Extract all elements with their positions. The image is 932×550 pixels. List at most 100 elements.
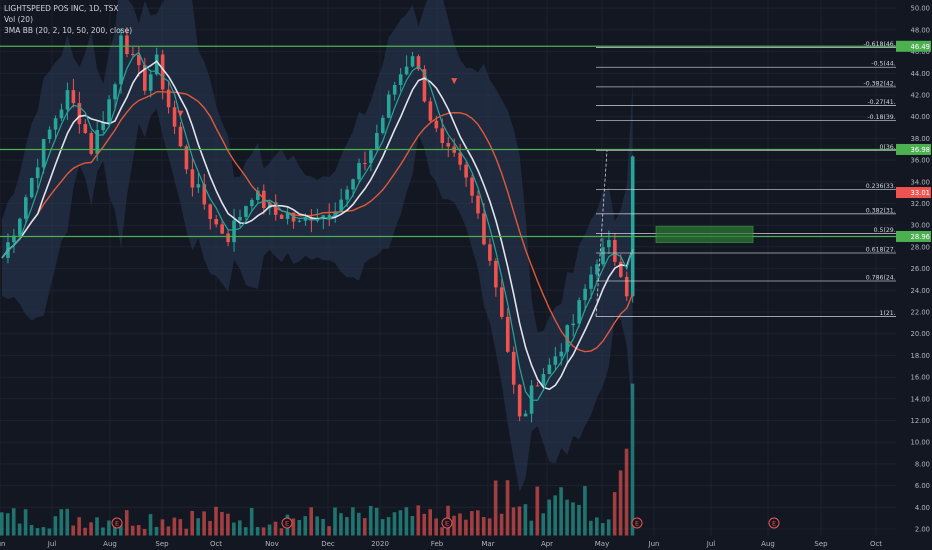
symbol-title[interactable]: LIGHTSPEED POS INC, 1D, TSX [4,4,119,13]
volume-indicator-label[interactable]: Vol (20) [4,15,34,24]
level-price-tag: 36.98 [911,146,930,154]
volume-bar [547,499,551,536]
level-price-tag-bg [896,230,931,242]
fib-level-label: -0.618(46.37) [864,41,907,48]
candle-body [517,384,522,417]
volume-bar [154,526,159,536]
time-tick-label: Dec [321,540,335,548]
candle-body [190,169,195,188]
time-tick-label: Oct [210,540,222,548]
candle-body [154,54,159,75]
price-axis[interactable]: 50.00 48.00 46.00 44.00 42.00 40.00 38.00 36.00… [896,0,932,536]
volume-bar [422,513,427,536]
volume-bar [368,505,373,536]
candle-body [131,53,135,55]
time-tick-label: May [595,540,609,548]
price-tick-label: 40.00 [911,113,930,121]
candle-body [220,224,224,234]
candle-body [535,385,540,387]
sell-arrow-icon [451,78,458,85]
fib-level-label: -0.18(39.66) [867,114,906,121]
fib-level-label: -0.27(41.04) [867,99,906,106]
candle-body [77,103,82,125]
volume-bar [220,511,224,536]
volume-bar [499,513,504,536]
volume-bar [232,522,236,536]
candle-body [24,197,28,219]
volume-bar [35,528,40,536]
bollinger-band-fill [2,0,633,492]
candle-body [119,35,123,85]
time-axis[interactable]: Jun Jul Aug Sep Oct Nov Dec 2020 Feb Mar Apr May Jun… [0,536,932,550]
candle-body [416,56,421,70]
candle-body [446,143,451,147]
candle-body [160,54,165,90]
candle-body [595,264,599,275]
target-zone[interactable] [655,225,754,243]
candle-body [624,276,629,297]
candle-body [381,117,385,134]
price-axis-bg [896,0,932,536]
candle-body [297,220,302,222]
candle-body [83,124,88,134]
candle-body [392,85,397,95]
volume-bar [29,524,34,536]
candle-body [583,288,587,301]
volume-bar [321,518,325,536]
fib-level-label: 0.236(33.29) [866,183,906,190]
volume-bar [392,512,397,536]
level-price-tag-bg [896,143,931,155]
candle-body [547,364,552,375]
price-tick-label: 34.00 [911,178,930,186]
volume-bar [190,510,194,536]
volume-bar [386,517,391,536]
candle-body [345,189,349,200]
signal-markers [177,78,458,220]
candle-body [363,163,367,165]
price-tick-label: 2.00 [915,526,930,534]
candle-body [375,133,379,151]
candle-body [428,101,433,121]
volume-bar [327,526,331,536]
ma-mid-line [1,60,634,391]
candle-body [309,217,314,221]
price-tick-label: 16.00 [911,374,930,382]
volume-bar [481,517,486,536]
candle-body [351,179,355,190]
candle-body [339,199,343,212]
candle-body [613,240,617,262]
candle-body [321,215,326,220]
volume-bar [291,518,296,536]
volume-bar [577,504,581,536]
candle-body [267,202,272,209]
candle-body [523,413,528,417]
volume-bar [345,517,349,536]
volume-bar [374,507,379,536]
last-price-tag: 33.01 [911,189,930,197]
volume-bar [238,520,242,536]
candle-body [172,107,177,127]
candle-body [148,74,153,91]
volume-bar [71,525,75,536]
volume-bar [470,511,474,536]
candle-body [65,90,70,110]
volume-bar [160,519,165,536]
moving-averages [1,51,634,401]
earnings-icon [768,517,780,529]
volume-bar [553,495,557,536]
volume-bar [208,520,212,536]
fib-level-label: 0.618(27.44) [866,246,906,253]
bb-indicator-label[interactable]: 3MA BB (20, 2, 10, 50, 200, close) [4,26,133,35]
candle-body [256,190,260,200]
candle-body [59,109,64,119]
candle-body [196,184,201,188]
candle-body [553,356,558,365]
volume-bar [624,448,629,536]
fibonacci-retracement[interactable]: -0.618(46.37) -0.5(44.56) -0.382(42.75) -0.… [595,41,907,317]
volume-bar [487,518,492,536]
candle-body [184,146,189,170]
earnings-label: E [115,520,119,528]
candle-body [226,233,230,243]
